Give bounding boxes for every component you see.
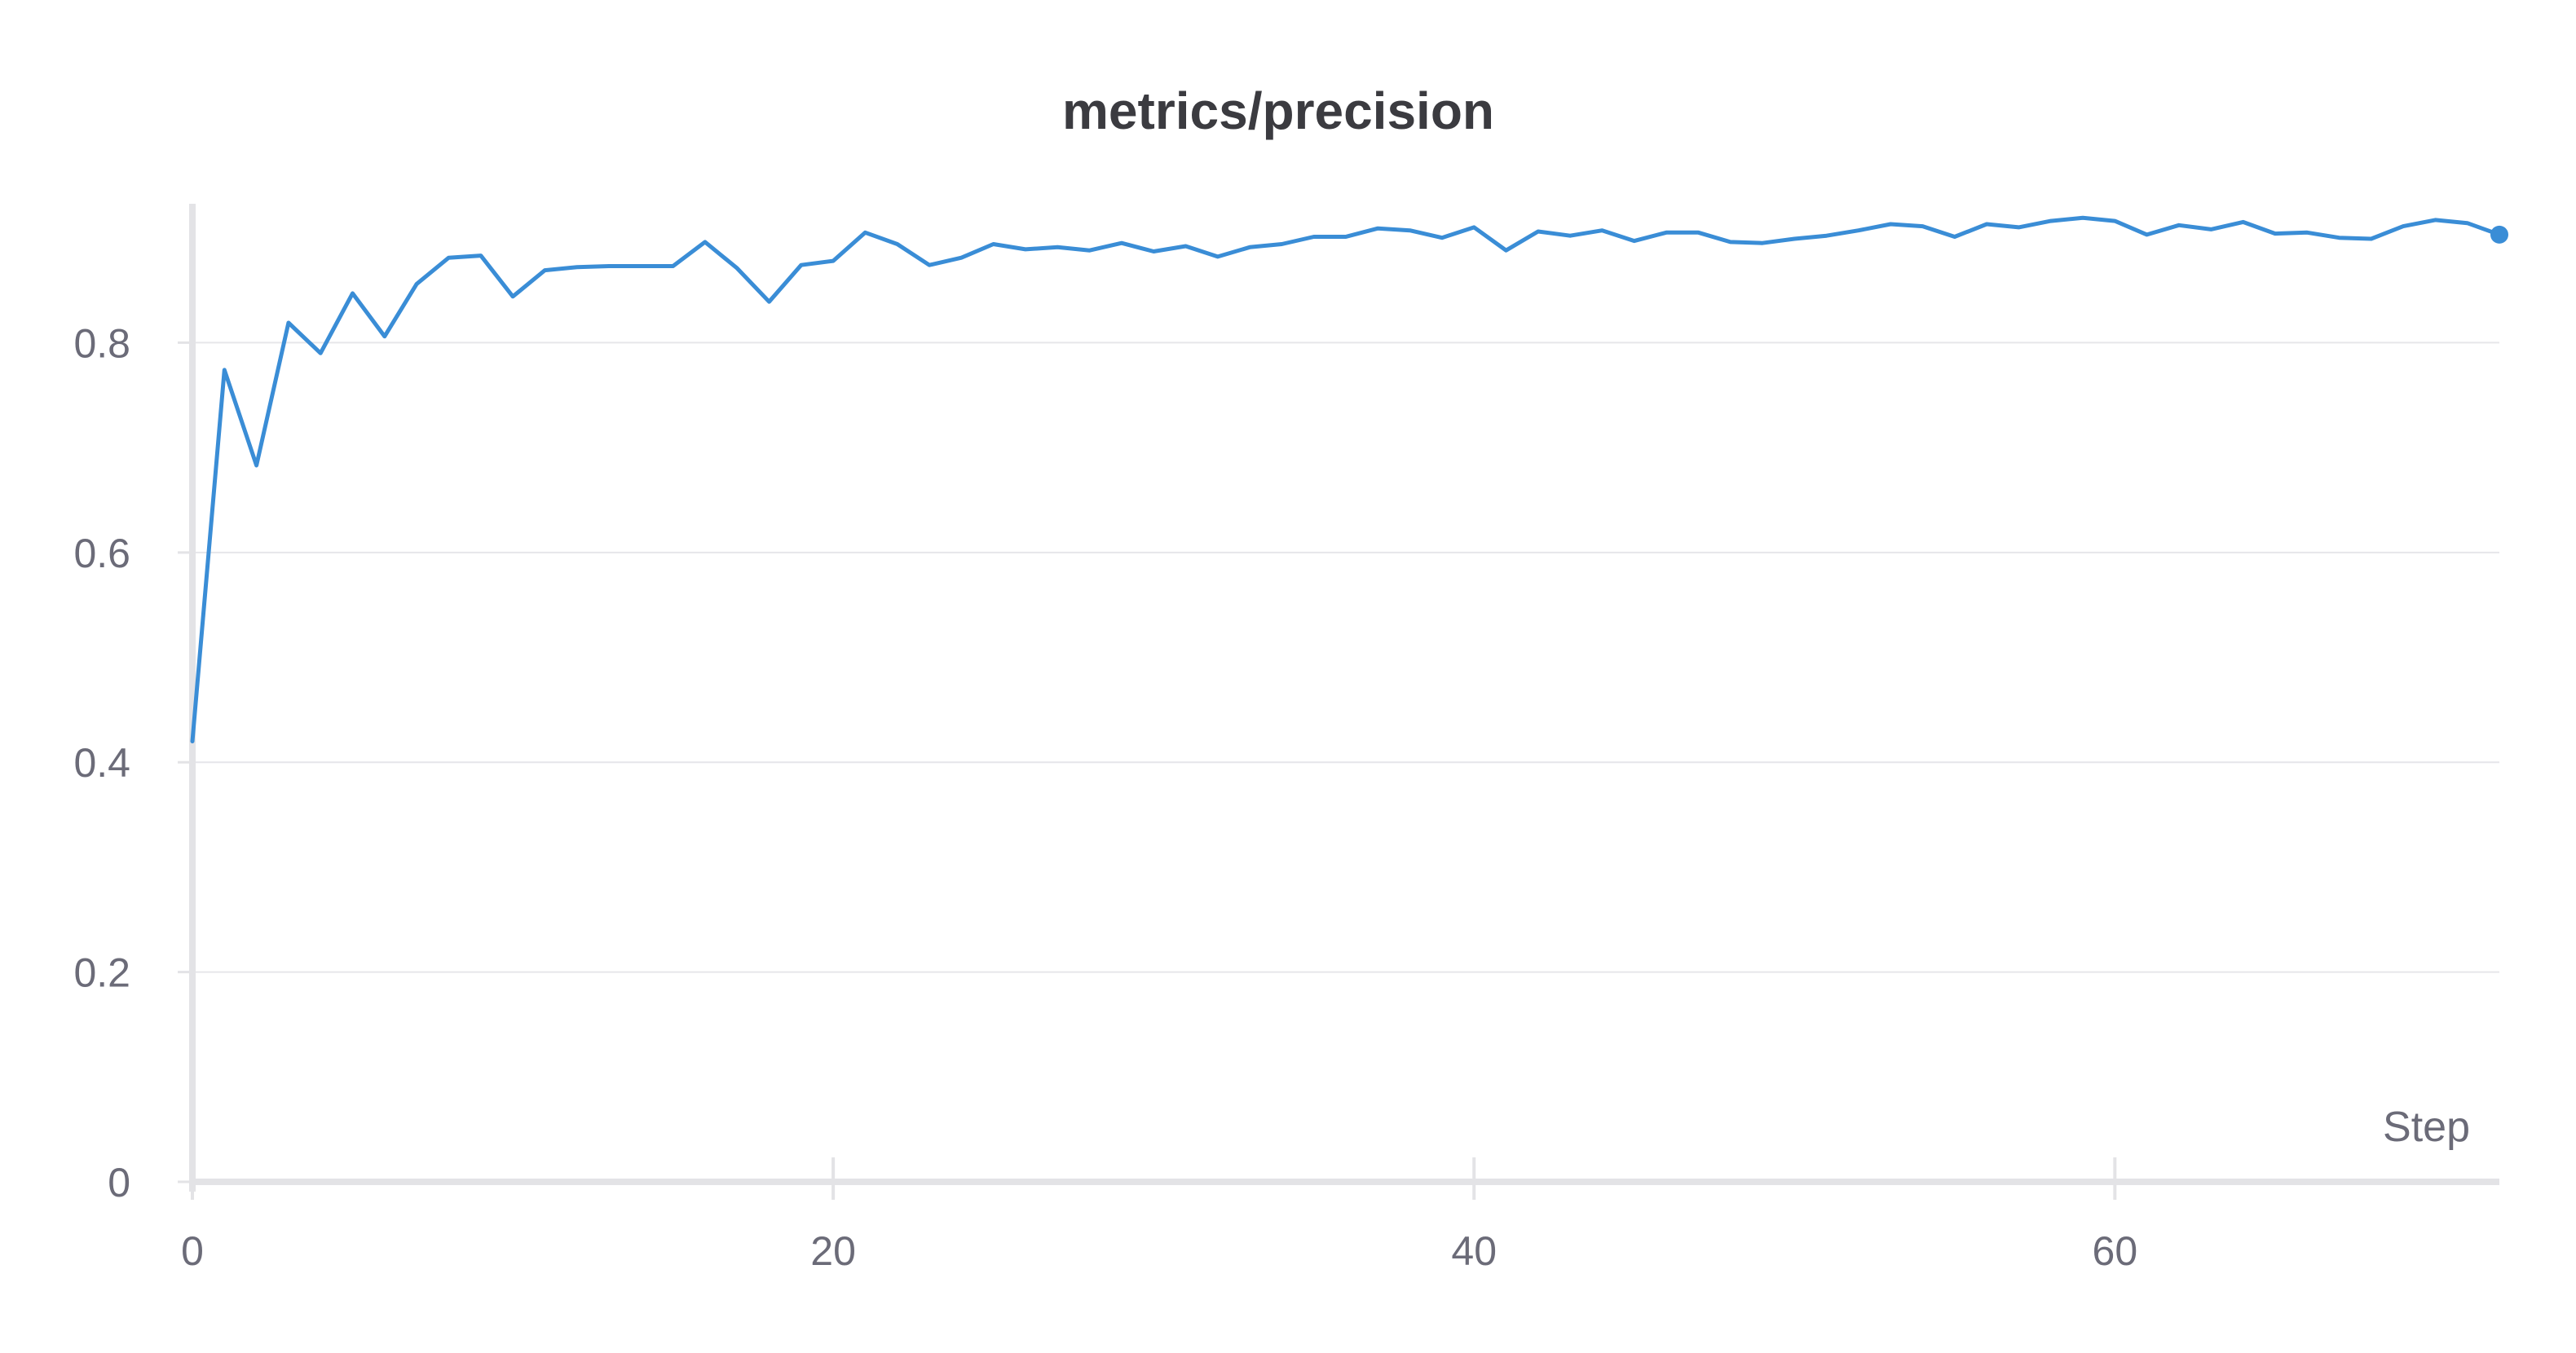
- grid-lines: [192, 342, 2499, 973]
- x-tick-label: 40: [1451, 1228, 1497, 1274]
- last-point-marker: [2490, 225, 2508, 244]
- chart-title: metrics/precision: [1062, 82, 1494, 140]
- y-tick-label: 0.6: [73, 531, 130, 576]
- x-tick-label: 20: [810, 1228, 856, 1274]
- y-tick-label: 0: [108, 1160, 130, 1205]
- y-tick-label: 0.8: [73, 320, 130, 366]
- x-tick-label: 60: [2093, 1228, 2138, 1274]
- precision-series-line: [190, 215, 2502, 743]
- axes: [178, 204, 2499, 1200]
- x-axis-label: Step: [2383, 1104, 2470, 1151]
- tick-labels: 0 0.2 0.4 0.6 0.8 0 20 40 60: [73, 320, 2137, 1274]
- series-layer: [190, 215, 2508, 743]
- x-tick-label: 0: [181, 1228, 204, 1274]
- y-tick-label: 0.4: [73, 740, 130, 786]
- y-tick-label: 0.2: [73, 950, 130, 996]
